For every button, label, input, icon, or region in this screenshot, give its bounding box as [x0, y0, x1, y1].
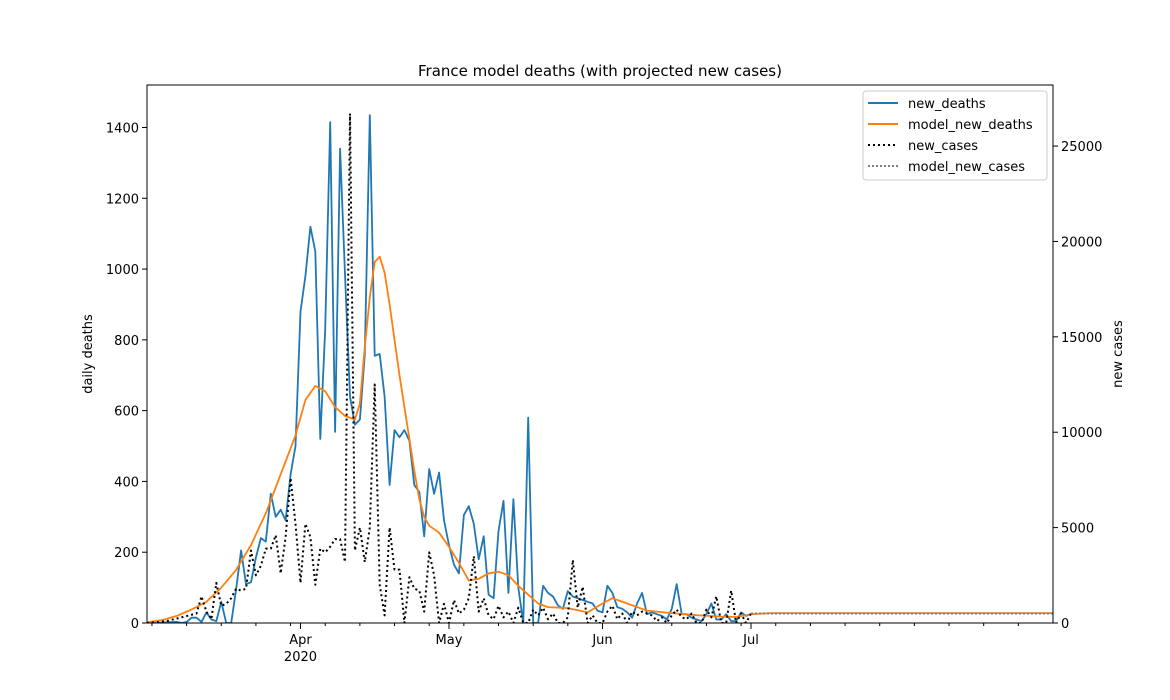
series-layer	[147, 112, 1053, 623]
y2-tick-label: 20000	[1061, 235, 1102, 250]
y2-tick-label: 5000	[1061, 522, 1094, 537]
y-axis-label: daily deaths	[81, 314, 96, 394]
y-tick-label: 1000	[106, 263, 139, 278]
x-tick-label: Jul	[742, 633, 759, 648]
legend-label-model-new-cases: model_new_cases	[908, 160, 1025, 175]
legend-label-new-cases: new_cases	[908, 139, 978, 154]
y-tick-label: 800	[114, 334, 139, 349]
series-line-new-deaths	[147, 114, 752, 623]
y-tick-label: 1200	[106, 192, 139, 207]
left-y-axis: 0 200 400 600 800 1000 1200 1400	[106, 121, 147, 632]
y2-tick-label: 0	[1061, 617, 1069, 632]
y2-axis-label: new cases	[1111, 320, 1126, 388]
y-tick-label: 400	[114, 475, 139, 490]
y-tick-label: 1400	[106, 121, 139, 136]
y2-tick-label: 10000	[1061, 426, 1102, 441]
x-tick-label: Apr	[289, 633, 312, 648]
x-tick-label: May	[436, 633, 463, 648]
series-line-new-cases	[147, 112, 752, 623]
y-tick-label: 0	[131, 617, 139, 632]
chart-title: France model deaths (with projected new …	[418, 62, 782, 80]
y2-tick-label: 25000	[1061, 140, 1102, 155]
y-tick-label: 200	[114, 546, 139, 561]
series-line-model-new-deaths	[147, 255, 1053, 623]
y2-tick-label: 15000	[1061, 331, 1102, 346]
axes-frame	[146, 84, 1054, 624]
right-y-axis: 0 5000 10000 15000 20000 25000	[1053, 140, 1102, 632]
y-tick-label: 600	[114, 405, 139, 420]
x-axis: Apr 2020 May Jun Jul	[151, 623, 1019, 665]
legend: new_deaths model_new_deaths new_casesmodel…	[862, 90, 1048, 181]
x-tick-label: Jun	[591, 633, 612, 648]
x-tick-sublabel: 2020	[284, 650, 317, 665]
legend-label-new-deaths: new_deaths	[908, 97, 986, 112]
legend-label-model-new-deaths: model_new_deaths	[908, 118, 1033, 133]
legend-box	[862, 90, 1048, 181]
